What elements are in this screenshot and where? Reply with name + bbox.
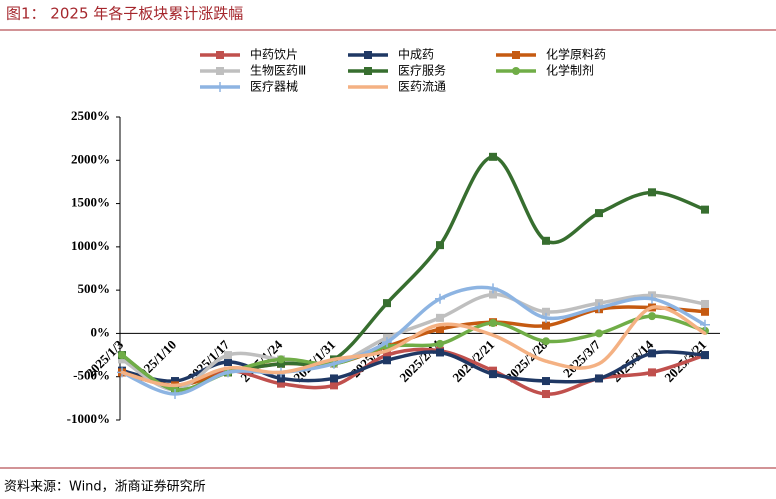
marker: [512, 67, 520, 75]
marker: [542, 321, 550, 330]
marker: [118, 355, 126, 364]
marker: [224, 357, 232, 366]
marker: [436, 325, 444, 334]
marker: [541, 312, 551, 323]
marker: [489, 319, 497, 328]
y-tick-label: -1000%: [67, 411, 110, 426]
marker: [700, 319, 710, 330]
marker: [216, 67, 224, 75]
marker: [648, 188, 656, 197]
marker: [279, 370, 283, 374]
marker: [647, 293, 657, 304]
chart-title: 图1： 2025 年各子板块累计涨跌幅: [6, 5, 243, 23]
marker: [171, 377, 179, 386]
y-tick-label: -500%: [73, 368, 110, 383]
marker: [648, 349, 656, 358]
marker: [542, 337, 550, 346]
legend-label: 医疗服务: [398, 63, 446, 78]
series-line: [121, 350, 706, 384]
marker: [648, 368, 656, 377]
marker: [436, 313, 444, 322]
y-tick-label: 2000%: [71, 151, 110, 166]
marker: [489, 152, 497, 161]
marker: [120, 370, 124, 374]
marker: [436, 339, 444, 348]
y-tick-label: 1500%: [71, 195, 110, 210]
marker: [382, 337, 392, 348]
marker: [277, 379, 285, 388]
marker: [364, 51, 372, 59]
marker: [650, 305, 654, 309]
marker: [383, 356, 391, 365]
marker: [542, 307, 550, 316]
marker: [542, 390, 550, 399]
marker: [330, 381, 338, 390]
marker: [226, 366, 230, 370]
legend-label: 化学原料药: [546, 47, 606, 62]
marker: [544, 359, 548, 363]
series: [118, 348, 709, 386]
marker: [491, 333, 495, 337]
marker: [703, 331, 707, 335]
legend-label: 医药流通: [398, 80, 446, 94]
marker: [330, 374, 338, 383]
marker: [216, 51, 224, 59]
y-tick-label: 2500%: [71, 108, 110, 123]
marker: [594, 302, 604, 313]
marker: [277, 359, 285, 368]
marker: [170, 389, 180, 400]
legend-label: 中成药: [398, 47, 434, 62]
series: [120, 305, 707, 388]
marker: [701, 351, 709, 360]
marker: [277, 374, 285, 383]
marker: [118, 351, 126, 360]
marker: [597, 362, 601, 366]
legend-label: 化学制剂: [546, 63, 594, 78]
x-tick-label: 2025/3/7: [560, 337, 604, 381]
marker: [436, 241, 444, 250]
marker: [595, 209, 603, 218]
marker: [701, 299, 709, 308]
source: 资料来源：Wind，浙商证券研究所: [4, 479, 206, 495]
marker: [701, 205, 709, 214]
marker: [438, 323, 442, 327]
marker: [215, 82, 225, 92]
marker: [701, 307, 709, 316]
marker: [277, 355, 285, 364]
marker: [512, 51, 520, 59]
marker: [542, 377, 550, 386]
y-tick-label: 1000%: [71, 238, 110, 253]
legend-label: 生物医药Ⅲ: [250, 64, 306, 78]
marker: [383, 351, 391, 360]
marker: [489, 370, 497, 379]
marker: [224, 351, 232, 360]
marker: [489, 290, 497, 299]
legend-label: 中药饮片: [250, 47, 298, 62]
marker: [436, 348, 444, 357]
y-tick-label: 0%: [91, 324, 111, 339]
marker: [542, 236, 550, 245]
marker: [173, 383, 177, 387]
legend-label: 医疗器械: [250, 79, 298, 94]
marker: [595, 374, 603, 383]
marker: [383, 299, 391, 308]
marker: [385, 349, 389, 353]
marker: [435, 293, 445, 304]
marker: [364, 67, 372, 75]
marker: [366, 85, 370, 89]
marker: [332, 357, 336, 361]
y-tick-label: 500%: [78, 281, 111, 296]
marker: [488, 283, 498, 294]
marker: [595, 329, 603, 338]
marker: [648, 312, 656, 321]
